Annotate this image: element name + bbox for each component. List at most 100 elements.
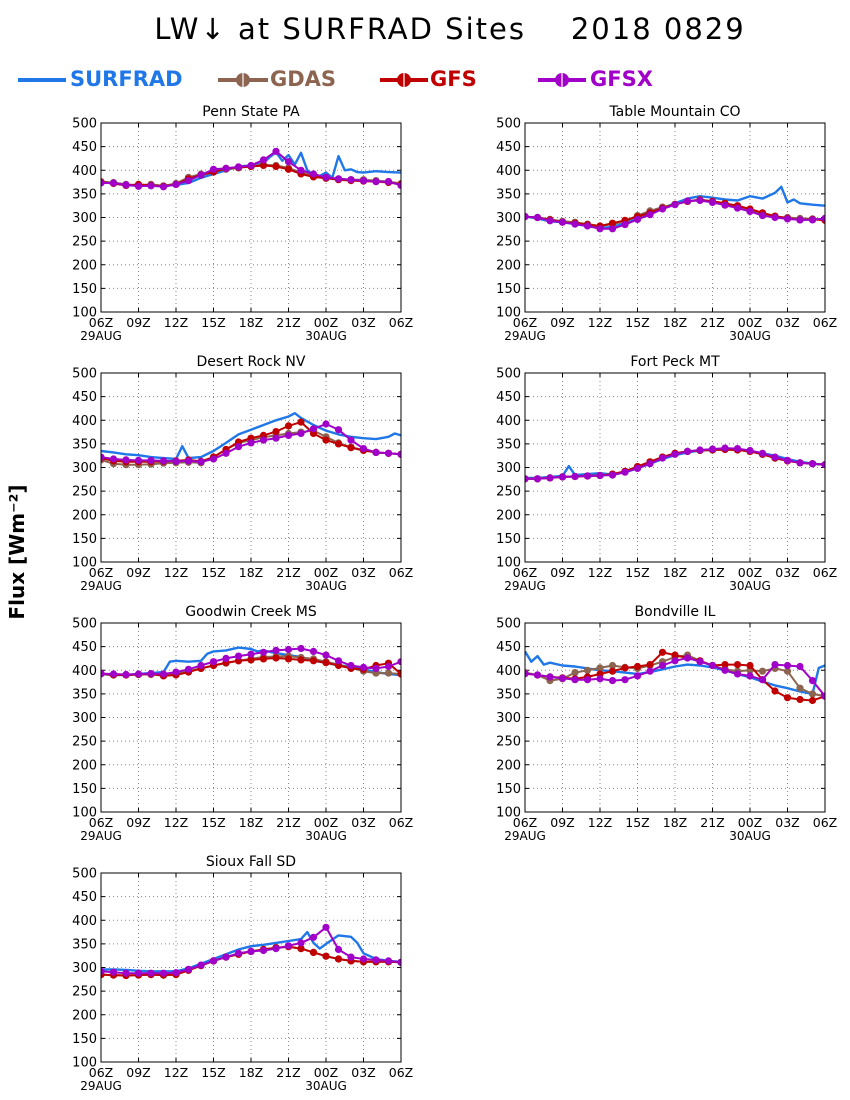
legend-item-gdas: GDAS [218,62,368,98]
point-fort-peck-mt-gfsx-23 [808,460,817,468]
point-goodwin-creek-ms-gfsx-22 [372,664,380,673]
point-goodwin-creek-ms-gfsx-23 [384,662,393,671]
point-sioux-fall-sd-gfsx-21 [359,955,368,963]
xtick-label-desert-rock-nv-1: 09Z [126,565,150,580]
xtick-label-bondville-il-3: 15Z [625,815,649,830]
ytick-label-fort-peck-mt-6: 400 [496,414,521,429]
series-group-bondville-il [525,648,825,705]
ytick-label-goodwin-creek-ms-0: 100 [72,806,97,821]
xtick-label-bondville-il-2: 12Z [588,815,612,830]
ytick-label-penn-state-pa-1: 150 [72,282,97,297]
point-fort-peck-mt-gfsx-6 [596,471,604,480]
point-table-mountain-co-gfsx-1 [533,213,542,222]
xtick-label-table-mountain-co-3: 15Z [625,315,649,330]
panel-title-fort-peck-mt: Fort Peck MT [630,354,720,370]
date-label-table-mountain-co-1: 30AUG [729,329,771,343]
date-label-goodwin-creek-ms-0: 29AUG [80,829,122,843]
plot-frame-sioux-fall-sd [100,872,402,1063]
series-group-penn-state-pa [101,147,401,191]
xtick-label-desert-rock-nv-4: 18Z [239,565,263,580]
point-goodwin-creek-ms-gfsx-1 [109,670,118,678]
point-goodwin-creek-ms-gfsx-4 [147,670,155,678]
point-desert-rock-nv-gfs-18 [322,436,330,444]
point-table-mountain-co-gfsx-4 [571,220,579,228]
point-penn-state-pa-gfsx-9 [209,165,218,173]
xtick-label-table-mountain-co-2: 12Z [588,315,612,330]
plot-frame-bondville-il [524,622,826,813]
point-penn-state-pa-gfsx-3 [134,182,143,190]
point-desert-rock-nv-gfsx-5 [159,457,168,465]
point-bondville-il-gfsx-24 [821,692,825,700]
point-sioux-fall-sd-gfsx-13 [259,946,268,955]
point-penn-state-pa-gfsx-18 [322,173,330,181]
point-fort-peck-mt-gfsx-5 [583,472,592,480]
point-bondville-il-gdas-5 [583,666,592,674]
point-fort-peck-mt-gfsx-22 [796,459,804,467]
point-sioux-fall-sd-gfsx-0 [101,967,105,975]
ytick-label-sioux-fall-sd-0: 100 [72,1056,97,1071]
xtick-label-fort-peck-mt-1: 09Z [550,565,574,580]
point-bondville-il-gfsx-4 [571,676,579,684]
point-goodwin-creek-ms-gfsx-9 [209,658,218,666]
ytick-label-desert-rock-nv-1: 150 [72,532,97,547]
xtick-label-table-mountain-co-5: 21Z [700,315,724,330]
ytick-label-table-mountain-co-3: 250 [496,235,521,250]
legend: SURFRAD GDAS GFS GFSX [0,62,850,98]
point-desert-rock-nv-gfsx-22 [372,448,380,456]
point-table-mountain-co-gfsx-20 [771,213,779,222]
point-penn-state-pa-gfsx-10 [222,164,230,172]
point-bondville-il-gdas-4 [571,669,579,677]
ytick-label-goodwin-creek-ms-6: 400 [72,664,97,679]
panel-title-bondville-il: Bondville IL [635,604,716,620]
point-sioux-fall-sd-gfsx-16 [297,939,305,947]
ytick-label-sioux-fall-sd-8: 500 [72,867,97,882]
point-desert-rock-nv-gfs-20 [347,444,355,452]
point-table-mountain-co-gfsx-5 [583,222,592,230]
ytick-label-desert-rock-nv-2: 200 [72,508,97,523]
point-desert-rock-nv-gfs-15 [284,422,293,430]
xtick-label-penn-state-pa-4: 18Z [239,315,263,330]
xtick-label-table-mountain-co-0: 06Z [513,315,537,330]
point-table-mountain-co-gfsx-13 [683,197,692,205]
point-desert-rock-nv-gfsx-20 [347,436,355,444]
point-penn-state-pa-gfsx-14 [272,147,280,155]
point-desert-rock-nv-gfsx-21 [359,445,368,453]
point-desert-rock-nv-gfsx-12 [247,439,255,447]
ytick-label-bondville-il-2: 200 [496,758,521,773]
point-desert-rock-nv-gfsx-16 [297,429,305,438]
point-desert-rock-nv-gfsx-4 [147,456,155,464]
point-desert-rock-nv-gfsx-17 [309,425,318,433]
point-penn-state-pa-gfsx-16 [297,166,305,174]
point-table-mountain-co-gfsx-6 [596,225,604,233]
ytick-label-desert-rock-nv-6: 400 [72,414,97,429]
point-desert-rock-nv-gfsx-3 [134,456,143,464]
point-penn-state-pa-gfsx-22 [372,178,380,186]
point-bondville-il-gfsx-18 [746,672,754,680]
xtick-label-table-mountain-co-7: 03Z [775,315,799,330]
point-desert-rock-nv-gfsx-18 [322,420,330,428]
ytick-label-bondville-il-3: 250 [496,735,521,750]
point-penn-state-pa-gfsx-1 [109,179,118,187]
point-penn-state-pa-gfsx-15 [284,158,293,166]
point-sioux-fall-sd-gfsx-23 [384,957,393,965]
ytick-label-fort-peck-mt-8: 500 [496,367,521,382]
xtick-label-desert-rock-nv-6: 00Z [314,565,338,580]
xtick-label-bondville-il-6: 00Z [738,815,762,830]
point-penn-state-pa-gfsx-7 [184,177,193,185]
point-fort-peck-mt-gfsx-0 [525,475,529,483]
series-line-desert-rock-nv-surfrad [101,412,401,461]
ytick-label-sioux-fall-sd-4: 300 [72,961,97,976]
point-desert-rock-nv-gfsx-0 [101,453,105,461]
point-goodwin-creek-ms-gfsx-17 [309,647,318,656]
point-sioux-fall-sd-gfs-16 [297,945,305,953]
xtick-label-penn-state-pa-0: 06Z [89,315,113,330]
panel-title-goodwin-creek-ms: Goodwin Creek MS [185,604,317,620]
point-goodwin-creek-ms-gfs-12 [247,656,255,664]
point-desert-rock-nv-gfs-14 [272,428,280,436]
point-penn-state-pa-gfsx-24 [397,181,401,189]
date-label-penn-state-pa-1: 30AUG [305,329,347,343]
panel-title-desert-rock-nv: Desert Rock NV [197,354,306,370]
point-sioux-fall-sd-gfsx-24 [397,958,401,966]
xtick-label-desert-rock-nv-7: 03Z [351,565,375,580]
point-desert-rock-nv-gfsx-9 [209,455,218,463]
